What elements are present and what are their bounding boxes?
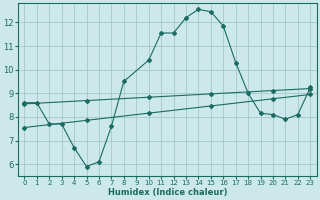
X-axis label: Humidex (Indice chaleur): Humidex (Indice chaleur)	[108, 188, 227, 197]
